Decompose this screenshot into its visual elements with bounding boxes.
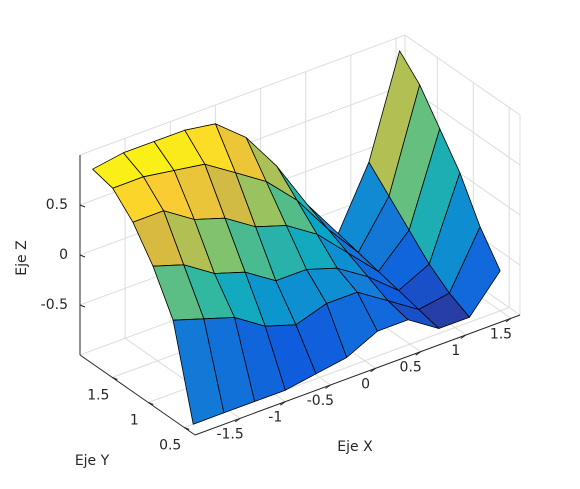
- x-tick: [234, 417, 241, 423]
- x-tick-label: -1: [268, 410, 282, 426]
- x-tick: [415, 351, 421, 356]
- z-tick: [79, 304, 86, 308]
- x-tick-label: 1.5: [490, 326, 512, 342]
- z-tick-label: -0.5: [41, 297, 68, 313]
- y-axis-label: Eje Y: [75, 453, 110, 469]
- z-tick: [79, 254, 86, 258]
- box-edge: [79, 34, 521, 156]
- x-axis-label: Eje X: [337, 439, 373, 455]
- y-tick: [148, 402, 154, 405]
- x-tick: [460, 334, 467, 339]
- y-tick-label: 1.5: [87, 388, 109, 404]
- z-tick-label: 0.5: [46, 197, 68, 213]
- grid-line: [184, 107, 510, 428]
- x-tick-label: 0.5: [400, 360, 422, 376]
- z-tick: [79, 204, 86, 208]
- y-tick-label: 0.5: [159, 438, 181, 454]
- x-tick: [370, 367, 376, 373]
- y-tick-label: 1: [130, 413, 139, 429]
- surface-patch: [172, 318, 225, 425]
- z-tick-label: 0: [59, 247, 68, 263]
- y-axis: [79, 354, 196, 436]
- x-tick: [505, 317, 512, 323]
- x-tick-label: 1: [451, 343, 460, 359]
- x-tick: [325, 384, 331, 389]
- x-tick-label: -1.5: [216, 426, 243, 442]
- x-tick: [279, 401, 286, 406]
- y-tick: [184, 427, 190, 430]
- y-tick: [112, 377, 118, 380]
- z-axis-label: Eje Z: [14, 240, 30, 275]
- x-tick-label: -0.5: [307, 393, 334, 409]
- x-tick-label: 0: [361, 376, 370, 392]
